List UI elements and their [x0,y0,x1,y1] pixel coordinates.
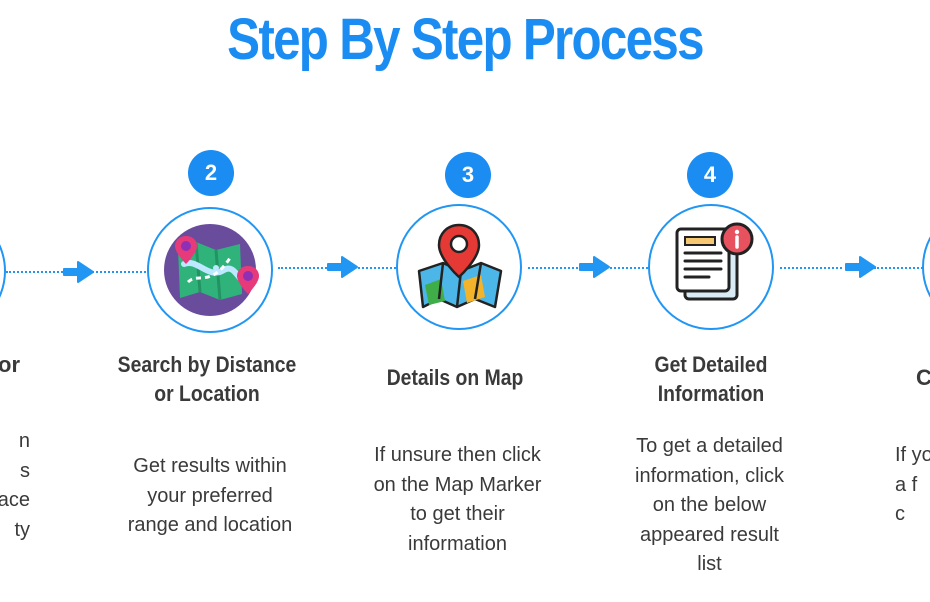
connector-line [278,267,330,269]
arrow-right-icon [63,261,94,283]
step-1-title: or [0,352,20,377]
step-3-circle [396,204,522,330]
step-3-title: Details on Map [386,365,524,390]
step-5-title: C [916,365,930,390]
arrow-right-icon [845,256,876,278]
step-3-badge: 3 [445,152,491,198]
step-1-description: n s ace ty [0,430,30,541]
step-3-description: If unsure then click on the Map Marker t… [373,444,542,555]
connector-line [358,267,396,269]
step-5-circle [922,204,930,330]
page-title: Step By Step Process [227,7,704,72]
step-4-badge: 4 [687,152,733,198]
step-4-circle [648,204,774,330]
connector-line [780,267,842,269]
map-marker-icon [417,223,503,309]
step-4-title: Get Detailed Information [654,352,768,406]
step-2-title: Search by Distance or Location [117,352,297,406]
connector-line [528,267,582,269]
connector-line [6,271,66,273]
arrow-right-icon [579,256,610,278]
connector-line [610,267,648,269]
step-1-circle [0,208,6,334]
connector-line [874,267,930,269]
step-5-description: If yo a f c [895,444,930,525]
route-map-icon [164,224,259,316]
step-4-description: To get a detailed information, click on … [635,435,784,575]
connector-line [92,271,146,273]
step-2-circle [147,207,273,333]
step-2-description: Get results within your preferred range … [127,455,293,536]
arrow-right-icon [327,256,358,278]
document-info-icon [675,222,754,301]
step-2-badge: 2 [188,150,234,196]
